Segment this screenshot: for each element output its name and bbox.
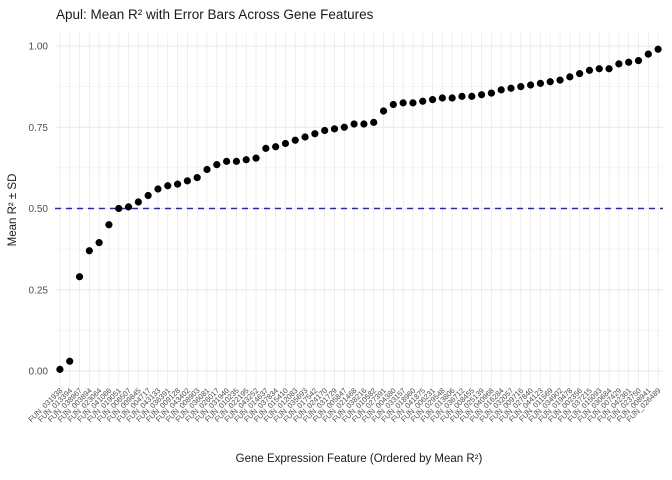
data-point: [527, 81, 535, 89]
data-point: [595, 65, 603, 73]
data-point: [644, 50, 652, 58]
data-point: [183, 177, 191, 185]
data-point: [193, 174, 201, 182]
y-tick-label: 0.25: [29, 285, 49, 296]
data-point: [507, 84, 515, 92]
data-point: [605, 65, 613, 73]
x-axis-title: Gene Expression Feature (Ordered by Mean…: [235, 453, 483, 465]
data-point: [262, 144, 270, 152]
data-point: [242, 156, 250, 164]
data-point: [203, 165, 211, 174]
data-point: [468, 92, 476, 100]
data-point: [330, 125, 339, 133]
data-point: [360, 120, 368, 128]
data-point: [105, 221, 113, 229]
data-point: [428, 96, 437, 104]
data-point: [272, 143, 280, 151]
data-point: [281, 139, 290, 148]
data-point: [379, 107, 388, 115]
data-point: [321, 126, 329, 135]
data-point: [370, 118, 378, 126]
data-point: [576, 70, 584, 78]
data-point: [556, 76, 564, 84]
data-point: [173, 180, 182, 188]
data-point: [95, 239, 103, 247]
data-point: [340, 123, 348, 131]
data-point: [517, 83, 525, 91]
data-point: [419, 97, 427, 105]
data-point: [448, 94, 456, 102]
data-point: [75, 273, 84, 281]
data-point: [232, 157, 241, 165]
data-point: [497, 86, 505, 94]
data-point: [625, 58, 633, 66]
data-point: [154, 185, 162, 193]
data-point: [458, 92, 466, 100]
data-point: [536, 79, 545, 87]
data-point: [56, 365, 64, 373]
data-point: [66, 357, 74, 365]
data-point: [409, 99, 417, 107]
data-point: [213, 161, 221, 169]
y-tick-label: 0.75: [29, 123, 49, 134]
data-point: [389, 100, 397, 109]
data-point: [615, 60, 623, 68]
data-point: [566, 73, 574, 81]
y-tick-label: 0.00: [29, 367, 49, 378]
data-point: [134, 198, 142, 206]
chart-title: Apul: Mean R² with Error Bars Across Gen…: [56, 7, 374, 22]
data-point: [85, 247, 93, 255]
data-point: [477, 91, 486, 99]
data-point: [487, 89, 495, 97]
data-point: [585, 66, 594, 74]
data-point: [144, 191, 152, 200]
data-point: [438, 94, 446, 102]
data-point: [654, 45, 662, 53]
data-point: [399, 99, 407, 107]
y-tick-label: 1.00: [29, 42, 49, 53]
data-point: [291, 136, 299, 144]
data-point: [350, 120, 358, 128]
data-point: [115, 204, 123, 213]
data-point: [546, 78, 554, 86]
data-point: [301, 133, 309, 141]
data-point: [223, 157, 231, 165]
data-point: [311, 130, 319, 138]
data-point: [164, 182, 172, 190]
data-point: [634, 57, 643, 65]
y-tick-label: 0.50: [29, 204, 49, 215]
data-point: [124, 203, 133, 211]
data-point: [252, 154, 260, 162]
